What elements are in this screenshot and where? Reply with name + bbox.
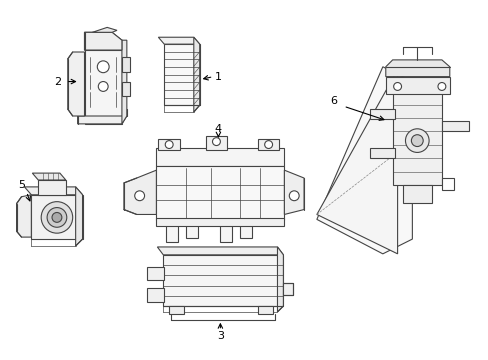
Bar bbox=[163, 255, 283, 306]
Bar bbox=[369, 148, 394, 158]
Polygon shape bbox=[92, 27, 117, 32]
Bar bbox=[166, 220, 178, 242]
Bar bbox=[122, 82, 129, 96]
Circle shape bbox=[52, 212, 62, 222]
Circle shape bbox=[393, 82, 401, 90]
Polygon shape bbox=[84, 32, 122, 50]
Text: 2: 2 bbox=[54, 77, 61, 86]
Polygon shape bbox=[316, 70, 397, 254]
Bar bbox=[257, 306, 272, 314]
Circle shape bbox=[47, 208, 67, 227]
Bar bbox=[146, 288, 164, 302]
Circle shape bbox=[212, 138, 220, 145]
Polygon shape bbox=[123, 170, 156, 215]
Bar bbox=[402, 185, 431, 203]
Circle shape bbox=[264, 141, 272, 148]
Circle shape bbox=[165, 141, 173, 148]
Bar bbox=[38, 180, 66, 195]
Bar bbox=[369, 109, 394, 119]
Polygon shape bbox=[158, 37, 199, 44]
Circle shape bbox=[405, 129, 428, 152]
Circle shape bbox=[135, 191, 144, 201]
Bar bbox=[205, 136, 227, 150]
Bar bbox=[283, 283, 293, 295]
Bar bbox=[240, 220, 251, 238]
Bar bbox=[185, 220, 197, 238]
Polygon shape bbox=[17, 195, 31, 237]
Polygon shape bbox=[385, 60, 449, 77]
Bar bbox=[220, 220, 232, 242]
Polygon shape bbox=[316, 67, 411, 254]
Bar bbox=[156, 166, 284, 220]
Circle shape bbox=[437, 82, 445, 90]
Polygon shape bbox=[76, 187, 82, 246]
Text: 4: 4 bbox=[214, 124, 222, 134]
Text: 3: 3 bbox=[217, 330, 224, 341]
Bar bbox=[385, 77, 449, 94]
Polygon shape bbox=[193, 37, 199, 112]
Polygon shape bbox=[32, 173, 66, 180]
Bar bbox=[257, 139, 279, 150]
Polygon shape bbox=[78, 109, 126, 124]
Polygon shape bbox=[157, 247, 283, 255]
Circle shape bbox=[97, 61, 109, 73]
Circle shape bbox=[410, 135, 422, 147]
Bar bbox=[441, 178, 453, 190]
Polygon shape bbox=[122, 40, 126, 124]
Text: 6: 6 bbox=[329, 96, 336, 106]
Polygon shape bbox=[284, 170, 304, 215]
Bar bbox=[158, 139, 180, 150]
Bar bbox=[84, 50, 122, 124]
Text: 1: 1 bbox=[214, 72, 222, 82]
Circle shape bbox=[98, 82, 108, 91]
Bar bbox=[146, 267, 164, 280]
Circle shape bbox=[41, 202, 73, 233]
Bar bbox=[441, 121, 468, 131]
Polygon shape bbox=[68, 52, 84, 116]
Bar bbox=[156, 148, 284, 166]
Circle shape bbox=[289, 191, 299, 201]
Bar bbox=[156, 219, 284, 226]
Bar bbox=[392, 91, 441, 185]
Polygon shape bbox=[277, 247, 283, 312]
Polygon shape bbox=[84, 32, 122, 50]
Bar bbox=[122, 57, 129, 72]
Text: 5: 5 bbox=[18, 180, 25, 190]
Bar bbox=[164, 44, 199, 105]
Polygon shape bbox=[24, 187, 82, 195]
Bar bbox=[169, 306, 183, 314]
Bar bbox=[31, 195, 82, 239]
